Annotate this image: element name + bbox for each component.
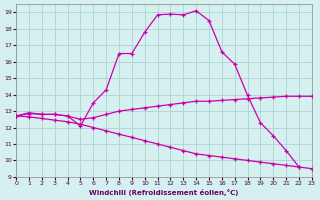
X-axis label: Windchill (Refroidissement éolien,°C): Windchill (Refroidissement éolien,°C) <box>89 189 239 196</box>
